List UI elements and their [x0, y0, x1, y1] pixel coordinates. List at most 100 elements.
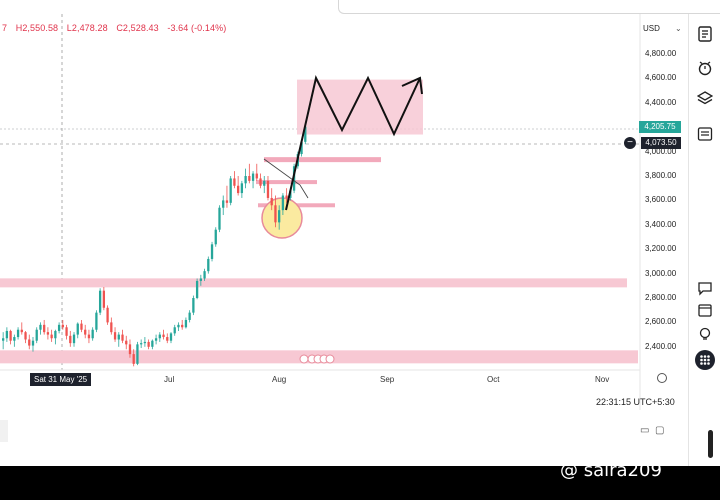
level-zone-1 — [264, 157, 381, 163]
level-zone-2 — [256, 180, 317, 185]
candle-body — [57, 324, 61, 331]
candle-body — [244, 176, 247, 184]
candle-body — [98, 290, 102, 313]
candle-body — [143, 341, 147, 344]
currency-label[interactable]: USD — [643, 24, 660, 33]
ohlc-close: C2,528.43 — [116, 23, 159, 33]
chart-canvas[interactable] — [0, 0, 688, 420]
candle-body — [255, 173, 258, 179]
calendar-icon[interactable] — [697, 302, 713, 318]
candle-body — [169, 333, 173, 341]
candle-body — [274, 205, 277, 223]
candle-body — [285, 195, 288, 198]
candle-body — [31, 340, 35, 346]
candle-body — [158, 334, 161, 339]
candle-body — [192, 298, 195, 313]
price-tick: 2,400.00 — [645, 341, 677, 351]
event-marker — [325, 354, 335, 364]
candle-body — [35, 329, 38, 341]
ohlc-low: L2,478.28 — [66, 23, 108, 33]
grid-icon[interactable] — [695, 350, 715, 370]
axis-settings-gear-icon[interactable] — [657, 373, 667, 383]
crosshair-date-badge: Sat 31 May '25 — [30, 373, 92, 386]
candle-body — [154, 338, 158, 341]
price-tick: 3,600.00 — [645, 195, 677, 205]
candle-body — [151, 340, 154, 347]
x-label-jul: Jul — [164, 375, 175, 384]
candle-body — [87, 334, 91, 339]
bottom-panel-icons[interactable]: ▭ ▢ — [640, 425, 665, 436]
chart-screen: 7 H2,550.58 L2,478.28 C2,528.43 -3.64 (-… — [0, 0, 720, 466]
candle-body — [270, 197, 273, 206]
support-zone-upper — [0, 278, 627, 288]
watchlist-icon[interactable] — [697, 26, 713, 42]
event-marker — [299, 354, 309, 364]
candle-body — [278, 210, 281, 223]
x-label-nov: Nov — [595, 375, 610, 384]
price-tick: 4,800.00 — [645, 49, 677, 58]
candle-body — [16, 329, 20, 338]
projection-path — [285, 75, 421, 211]
candle-body — [110, 322, 113, 333]
candle-body — [20, 329, 23, 333]
candle-body — [214, 229, 217, 245]
candle-body — [199, 278, 202, 281]
resistance-zone — [297, 79, 423, 135]
candle-body — [50, 334, 53, 339]
candle-body — [132, 354, 135, 364]
candle-body — [281, 195, 285, 211]
candle-body — [259, 178, 262, 186]
data-window-icon[interactable] — [697, 126, 713, 142]
bottom-tab-handle[interactable] — [0, 420, 8, 442]
candle-body — [251, 173, 255, 181]
candle-body — [5, 330, 9, 339]
price-tick: 3,800.00 — [645, 171, 677, 180]
candle-body — [125, 340, 128, 345]
candle-body — [95, 312, 98, 330]
candle-body — [113, 332, 117, 340]
candle-body — [2, 338, 5, 341]
chevron-down-icon[interactable]: ⌄ — [675, 24, 682, 33]
candle-body — [304, 126, 307, 142]
candle-body — [24, 332, 27, 340]
top-tab — [338, 0, 720, 14]
scrollbar-thumb[interactable] — [708, 430, 713, 458]
candle-body — [46, 332, 50, 335]
candle-body — [140, 343, 143, 345]
x-label-oct: Oct — [487, 375, 500, 384]
candle-body — [222, 200, 225, 208]
candle-body — [240, 183, 244, 194]
candle-body — [236, 185, 240, 194]
candle-body — [195, 280, 199, 298]
candle-body — [28, 339, 31, 346]
candle-body — [69, 335, 72, 344]
candle-body — [184, 319, 188, 328]
candle-body — [65, 327, 68, 336]
layers-icon[interactable] — [697, 90, 713, 106]
x-label-sep: Sep — [380, 375, 395, 384]
ideas-icon[interactable] — [697, 326, 713, 342]
candle-body — [72, 334, 76, 344]
crosshair-minus-icon[interactable]: − — [624, 137, 636, 149]
price-tick: 2,800.00 — [645, 293, 677, 302]
candle-body — [84, 329, 87, 335]
clock: 22:31:15 UTC+5:30 — [596, 397, 675, 407]
alerts-icon[interactable] — [697, 60, 713, 76]
candle-body — [233, 178, 236, 186]
candle-body — [181, 324, 184, 328]
ohlc-first: 7 — [2, 23, 8, 33]
chat-icon[interactable] — [697, 280, 713, 296]
x-label-aug: Aug — [272, 375, 287, 384]
right-toolbar — [688, 14, 720, 466]
candle-body — [266, 180, 270, 198]
candle-body — [9, 330, 12, 341]
ohlc-change: -3.64 (-0.14%) — [167, 23, 227, 33]
candle-body — [39, 324, 42, 330]
candle-body — [210, 244, 214, 259]
candle-body — [300, 141, 303, 155]
price-tick: 4,400.00 — [645, 97, 677, 107]
projection-arrowhead — [401, 76, 423, 95]
candle-body — [173, 327, 176, 334]
candle-body — [207, 258, 210, 272]
ohlc-high: H2,550.58 — [15, 23, 59, 33]
